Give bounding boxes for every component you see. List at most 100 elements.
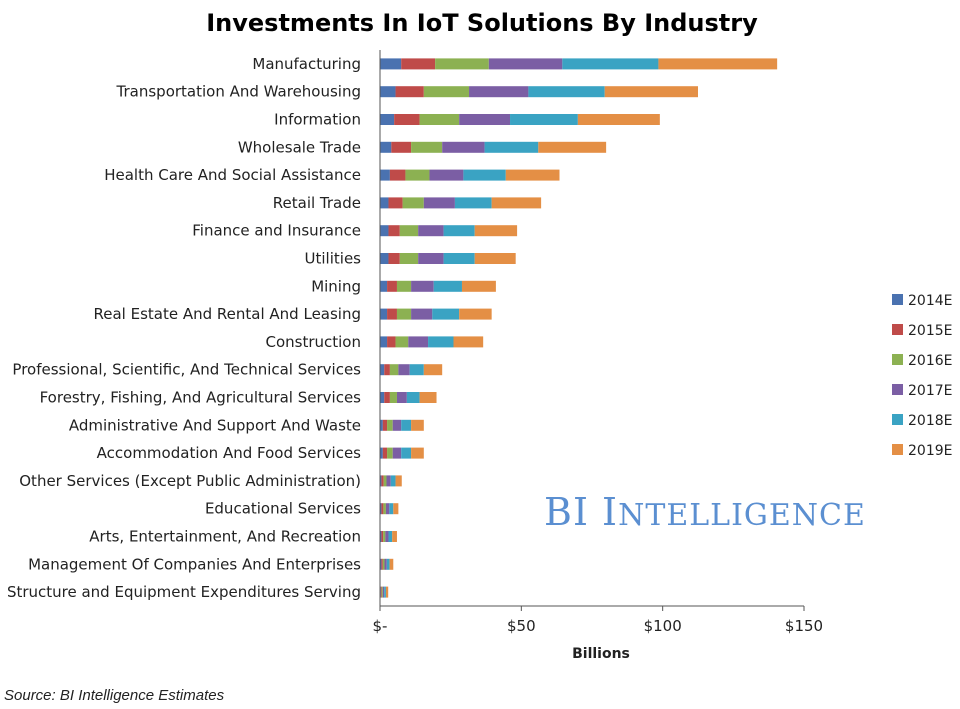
bar-segment (401, 58, 436, 70)
bar-segment (411, 447, 424, 459)
category-label: Real Estate And Rental And Leasing (94, 305, 361, 323)
bar-segment (402, 197, 424, 209)
category-label: Retail Trade (273, 194, 361, 212)
bar-segment (386, 475, 391, 487)
bar-segment (398, 364, 410, 376)
bar-segment (394, 114, 420, 125)
legend-label: 2019E (908, 443, 952, 459)
bar-segment (384, 586, 386, 598)
bar-segment (382, 447, 388, 459)
bar-segment (409, 364, 424, 376)
bar-segment (388, 225, 400, 237)
legend-label: 2014E (908, 293, 952, 309)
bar-segment (474, 253, 516, 264)
legend-label: 2018E (908, 413, 952, 429)
category-label: Health Care And Social Assistance (104, 166, 361, 184)
bar-segment (429, 169, 464, 181)
bar-segment (388, 253, 400, 264)
bar-segment (538, 141, 607, 153)
bar-segment (401, 419, 412, 431)
bar-segment (469, 86, 529, 98)
bar-segment (423, 86, 470, 98)
bar-segment (387, 419, 393, 431)
legend-swatch (892, 384, 903, 395)
category-label: Educational Services (205, 500, 361, 518)
bar-segment (408, 336, 429, 348)
bar-segment (562, 58, 659, 70)
bar-segment (393, 503, 399, 515)
bar-segment (428, 336, 454, 348)
bar-segment (401, 447, 412, 459)
bar-segment (389, 169, 406, 181)
bar-segment (395, 475, 402, 487)
legend: 2014E 2015E 2016E 2017E 2018E 2019E (892, 293, 952, 459)
legend-label: 2017E (908, 383, 952, 399)
category-label: Wholesale Trade (238, 138, 361, 156)
category-label: Arts, Entertainment, And Recreation (89, 528, 361, 546)
bar-segment (405, 169, 430, 181)
bar-segment (380, 169, 390, 181)
bar-segment (419, 114, 460, 125)
bar-segment (399, 253, 419, 264)
bar-segment (411, 419, 424, 431)
x-axis: $- $50 $100 $150 (373, 50, 823, 635)
category-label: Mining (311, 277, 361, 295)
legend-label: 2016E (908, 353, 952, 369)
x-tick-label: $- (373, 617, 388, 635)
bar-segment (435, 58, 489, 70)
bar-segment (381, 531, 384, 542)
bar-segment (392, 531, 397, 542)
legend-swatch (892, 354, 903, 365)
bar-segment (383, 531, 386, 542)
bar-segment (432, 308, 460, 320)
bar-segment (388, 531, 393, 542)
bar-segment (388, 197, 403, 209)
bar-segment (380, 531, 382, 542)
x-tick-label: $150 (785, 617, 823, 635)
bar-segment (391, 141, 412, 153)
bar-segment (381, 586, 383, 598)
bar-segment (387, 308, 397, 320)
bar-segment (505, 169, 560, 181)
bars-layer (380, 58, 778, 598)
bar-segment (396, 308, 412, 320)
category-label: Construction (265, 333, 361, 351)
bar-segment (387, 280, 397, 292)
bar-segment (389, 558, 394, 570)
bar-segment (381, 558, 383, 570)
bar-segment (395, 336, 409, 348)
bar-segment (443, 253, 475, 264)
legend-swatch (892, 324, 903, 335)
bar-segment (380, 558, 382, 570)
legend-swatch (892, 414, 903, 425)
bar-segment (385, 503, 390, 515)
bar-segment (380, 364, 385, 376)
bar-segment (453, 336, 484, 348)
bar-segment (380, 392, 385, 403)
legend-swatch (892, 444, 903, 455)
bar-segment (510, 114, 578, 125)
bar-segment (392, 447, 402, 459)
bar-segment (461, 280, 496, 292)
bar-segment (380, 253, 389, 264)
bar-segment (380, 225, 389, 237)
category-label: Accommodation And Food Services (97, 444, 362, 462)
bar-segment (380, 419, 383, 431)
bar-segment (380, 114, 395, 125)
category-label: Management Of Companies And Enterprises (28, 555, 361, 573)
chart-title: Investments In IoT Solutions By Industry (206, 9, 758, 37)
bar-segment (442, 141, 485, 153)
bar-segment (418, 253, 444, 264)
legend-swatch (892, 294, 903, 305)
bar-segment (488, 58, 563, 70)
bar-segment (528, 86, 605, 98)
bar-segment (474, 225, 518, 237)
bar-segment (433, 280, 462, 292)
bar-segment (411, 308, 433, 320)
bar-segment (381, 475, 384, 487)
category-label: Information (274, 111, 361, 129)
category-label: Forestry, Fishing, And Agricultural Serv… (40, 389, 362, 407)
bar-segment (380, 586, 382, 598)
bar-segment (406, 392, 420, 403)
